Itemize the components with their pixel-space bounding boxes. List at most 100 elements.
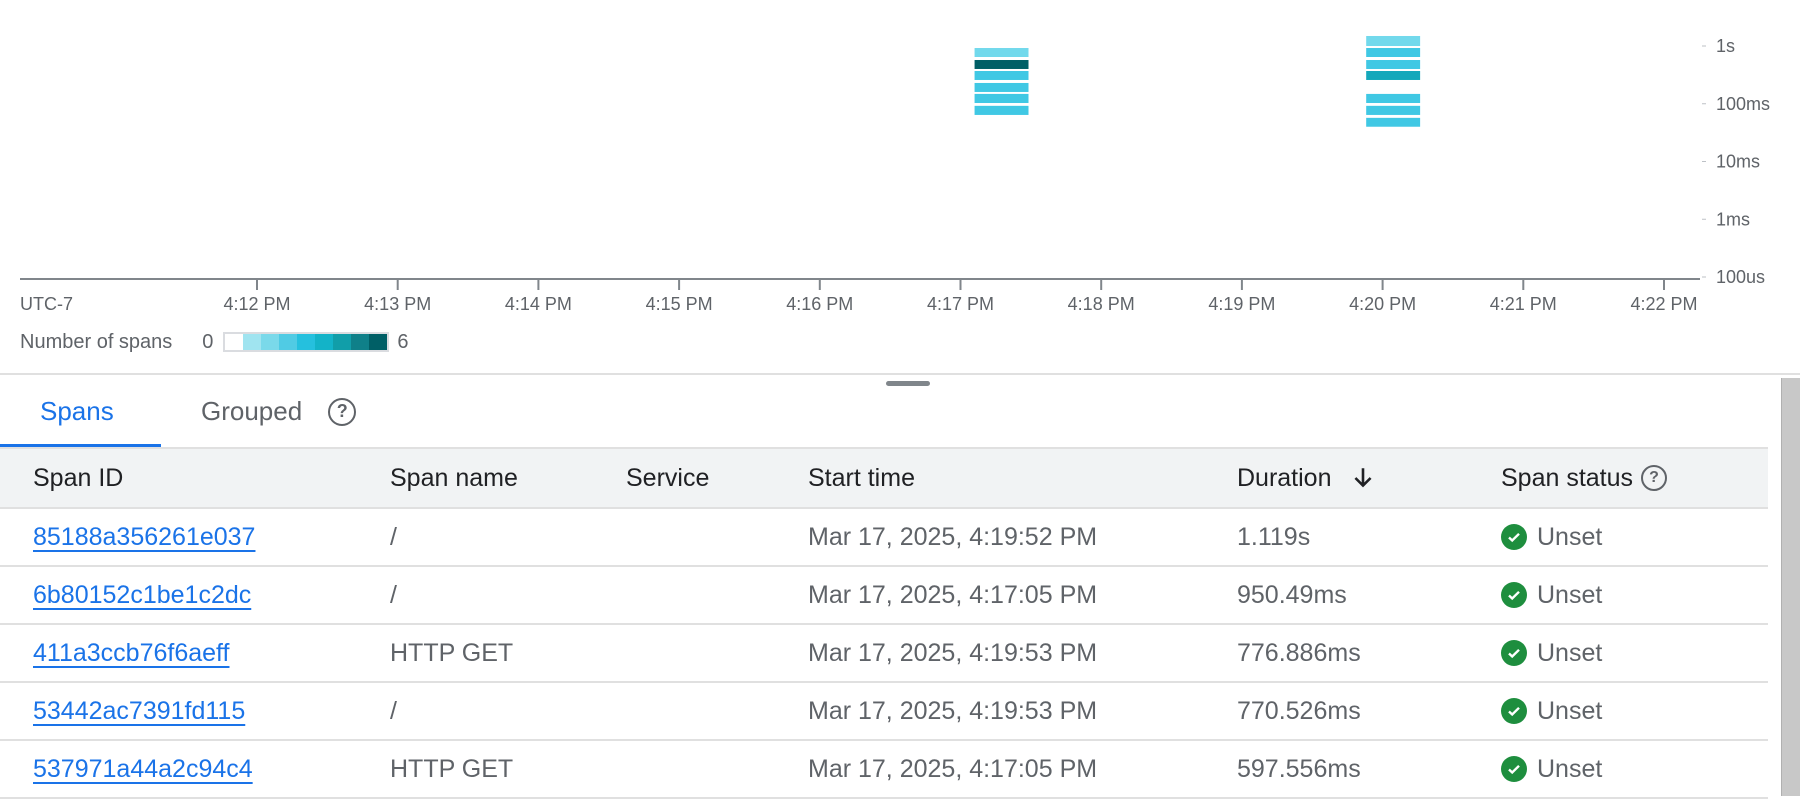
heatmap-cell[interactable] [1366, 71, 1421, 80]
tab-label: Spans [40, 396, 114, 426]
x-tick-label: 4:21 PM [1490, 294, 1557, 314]
status-text: Unset [1537, 638, 1603, 667]
heatmap-cell[interactable] [974, 48, 1029, 57]
heatmap-cell[interactable] [974, 105, 1029, 115]
span-id-link[interactable]: 53442ac7391fd115 [33, 696, 246, 725]
heatmap-cell[interactable] [1366, 105, 1421, 115]
column-header-service[interactable]: Service [626, 463, 710, 492]
scrollbar[interactable] [1781, 378, 1800, 796]
heatmap-cell[interactable] [1366, 48, 1421, 57]
column-label: Span status [1501, 463, 1634, 492]
legend-swatch [369, 334, 388, 350]
start-time-cell: Mar 17, 2025, 4:19:53 PM [808, 638, 1098, 667]
table-row[interactable]: 6b80152c1be1c2dc / Mar 17, 2025, 4:17:05… [0, 567, 1768, 625]
start-time-cell: Mar 17, 2025, 4:17:05 PM [808, 754, 1098, 783]
span-name-cell: / [390, 522, 397, 551]
status-text: Unset [1537, 580, 1603, 609]
tab-bar: Spans Grouped ? [0, 375, 1768, 448]
span-id-cell: 85188a356261e037 [33, 509, 255, 565]
span-status-cell: Unset [1501, 625, 1602, 681]
x-tick-label: 4:19 PM [1208, 294, 1275, 314]
span-id-link[interactable]: 411a3ccb76f6aeff [33, 638, 230, 667]
legend-min: 0 [202, 330, 214, 353]
y-tick-label: 1s [1716, 36, 1735, 56]
legend-swatch [279, 334, 298, 350]
span-name-cell: HTTP GET [390, 638, 514, 667]
span-id-link[interactable]: 85188a356261e037 [33, 522, 256, 551]
status-text: Unset [1537, 754, 1603, 783]
y-tick-label: 100ms [1716, 94, 1770, 114]
y-tick-label: 100us [1716, 267, 1765, 287]
sort-descending-icon[interactable] [1350, 465, 1376, 491]
span-id-cell: 411a3ccb76f6aeff [33, 625, 229, 681]
heatmap-cell[interactable] [974, 93, 1029, 104]
y-tick-label: 1ms [1716, 209, 1750, 229]
legend-max: 6 [397, 330, 409, 353]
table-header: Span ID Span name Service Start time Dur… [0, 447, 1768, 509]
x-tick-label: 4:13 PM [364, 294, 431, 314]
x-tick-label: 4:14 PM [505, 294, 572, 314]
column-header-span-id[interactable]: Span ID [33, 463, 124, 492]
span-status-cell: Unset [1501, 509, 1602, 565]
legend-swatch [225, 334, 244, 350]
panel-divider [0, 373, 1800, 375]
span-name-cell: HTTP GET [390, 754, 514, 783]
legend-swatch [315, 334, 334, 350]
duration-cell: 1.119s [1237, 522, 1311, 551]
status-text: Unset [1537, 696, 1603, 725]
column-header-span-name[interactable]: Span name [390, 463, 518, 492]
span-status-cell: Unset [1501, 567, 1602, 623]
x-tick-label: 4:20 PM [1349, 294, 1416, 314]
x-tick-label: 4:12 PM [223, 294, 290, 314]
heatmap-legend: Number of spans 0 6 [20, 330, 409, 354]
span-id-cell: 537971a44a2c94c4 [33, 741, 253, 797]
heatmap-cell[interactable] [1366, 93, 1421, 104]
spans-table: Span ID Span name Service Start time Dur… [0, 447, 1768, 799]
table-row[interactable]: 85188a356261e037 / Mar 17, 2025, 4:19:52… [0, 509, 1768, 567]
column-header-span-status[interactable]: Span status ? [1501, 449, 1668, 507]
table-row[interactable]: 537971a44a2c94c4 HTTP GET Mar 17, 2025, … [0, 741, 1768, 799]
x-tick-label: 4:17 PM [927, 294, 994, 314]
check-circle-icon [1501, 524, 1527, 550]
start-time-cell: Mar 17, 2025, 4:19:52 PM [808, 522, 1098, 551]
x-tick-label: 4:22 PM [1630, 294, 1697, 314]
heatmap-cell[interactable] [974, 82, 1029, 92]
duration-cell: 597.556ms [1237, 754, 1361, 783]
resize-handle[interactable] [886, 381, 930, 386]
check-circle-icon [1501, 582, 1527, 608]
span-id-link[interactable]: 6b80152c1be1c2dc [33, 580, 252, 609]
legend-gradient [223, 332, 390, 352]
span-id-link[interactable]: 537971a44a2c94c4 [33, 754, 253, 783]
heatmap-cell[interactable] [974, 71, 1029, 80]
heatmap-cell[interactable] [974, 60, 1029, 69]
heatmap-cell[interactable] [1366, 35, 1421, 46]
tab-spans[interactable]: Spans [40, 375, 114, 448]
span-id-cell: 6b80152c1be1c2dc [33, 567, 251, 623]
help-icon[interactable]: ? [1641, 465, 1668, 491]
span-name-cell: / [390, 580, 397, 609]
heatmap-cell[interactable] [1366, 60, 1421, 69]
legend-swatch [243, 334, 262, 350]
column-label: Duration [1237, 463, 1332, 492]
active-tab-indicator [0, 444, 161, 448]
table-row[interactable]: 53442ac7391fd115 / Mar 17, 2025, 4:19:53… [0, 683, 1768, 741]
column-header-duration[interactable]: Duration [1237, 449, 1376, 507]
tab-grouped[interactable]: Grouped ? [201, 375, 357, 448]
y-tick-label: 10ms [1716, 152, 1760, 172]
table-row[interactable]: 411a3ccb76f6aeff HTTP GET Mar 17, 2025, … [0, 625, 1768, 683]
duration-cell: 776.886ms [1237, 638, 1361, 667]
legend-swatch [333, 334, 352, 350]
span-name-cell: / [390, 696, 397, 725]
x-tick-label: 4:16 PM [786, 294, 853, 314]
legend-swatch [351, 334, 370, 350]
column-header-start-time[interactable]: Start time [808, 463, 915, 492]
check-circle-icon [1501, 698, 1527, 724]
heatmap-cell[interactable] [1366, 117, 1421, 127]
help-icon[interactable]: ? [328, 397, 357, 426]
status-text: Unset [1537, 522, 1603, 551]
check-circle-icon [1501, 756, 1527, 782]
timezone-label: UTC-7 [20, 294, 73, 314]
duration-cell: 770.526ms [1237, 696, 1361, 725]
span-heatmap-chart[interactable]: 4:12 PM 4:13 PM 4:14 PM 4:15 PM 4:16 PM 4:17 … [0, 0, 1800, 374]
span-status-cell: Unset [1501, 741, 1602, 797]
